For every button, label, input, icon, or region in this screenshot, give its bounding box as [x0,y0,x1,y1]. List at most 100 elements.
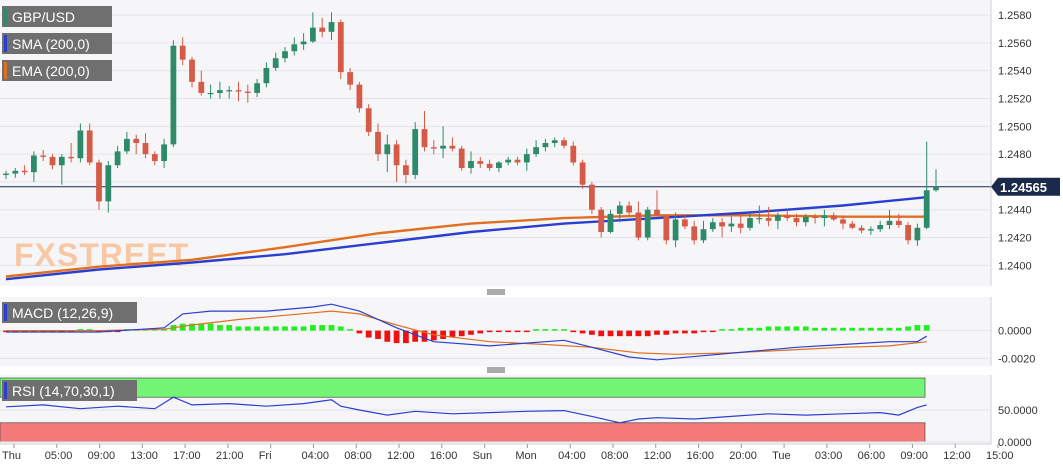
time-tick-label: Tue [772,450,791,462]
macd-histogram-bar [533,329,539,331]
candle-body [291,44,298,52]
candle [682,215,688,230]
candle [365,104,372,137]
macd-histogram-bar [616,330,623,337]
rsi-legend-label: RSI (14,70,30,1) [12,383,115,399]
rsi-oversold-band [0,422,926,443]
sma-legend[interactable]: SMA (200,0) [2,33,112,54]
candle-body [793,218,800,223]
macd-histogram-bar [598,330,605,337]
candle [440,126,446,159]
macd-histogram-bar [365,330,372,338]
ema-200-line [5,214,927,278]
ema-legend-label: EMA (200,0) [12,63,90,79]
candle [114,145,121,169]
candle-body [468,161,474,169]
rsi-legend[interactable]: RSI (14,70,30,1) [2,380,137,401]
time-tick-label: 16:00 [687,450,715,462]
panel-resize-handle-2[interactable] [487,367,505,373]
candle [784,209,791,221]
candle [449,137,456,152]
macd-histogram-bar [793,326,800,331]
candle-body [486,163,493,169]
candle-body [226,90,233,92]
macd-histogram-bar [207,323,214,331]
macd-panel-bg [0,297,991,366]
rsi-axis: 50.0000 0.0000 [990,375,1038,449]
price-tick-label: 1.2520 [998,94,1032,106]
candle-body [403,165,409,175]
macd-histogram-bar [235,326,242,331]
candle-body [523,154,530,163]
macd-histogram-bar [3,330,9,333]
candle [756,205,763,224]
time-tick-label: 08:00 [601,450,629,462]
macd-histogram-bar [458,330,465,337]
candle-body [272,58,279,68]
macd-histogram-bar [626,330,632,337]
candle-body [709,222,716,230]
candle [291,37,298,56]
time-tick-label: 04:00 [301,450,329,462]
candle [802,213,809,227]
candle-body [542,143,549,148]
candle-body [747,218,753,228]
macd-histogram-bar [291,326,298,331]
candle-body [207,92,214,95]
candle [923,141,930,230]
candle [393,140,400,182]
macd-histogram-bar [449,330,456,338]
macd-histogram-bar [886,327,893,331]
candle-body [105,165,112,202]
candle [263,62,270,88]
macd-histogram-bar [691,330,698,334]
candle [691,220,698,245]
candle [207,84,214,99]
macd-histogram-bar [440,330,446,339]
candle-body [347,72,353,85]
candle-body [337,22,344,73]
candle-body [310,27,316,42]
macd-histogram-bar [775,326,781,331]
symbol-legend[interactable]: GBP/USD [2,6,112,27]
candle [589,181,595,214]
symbol-label: GBP/USD [12,9,75,25]
time-tick-label: 09:00 [88,450,116,462]
ema-legend[interactable]: EMA (200,0) [2,60,112,81]
macd-histogram-bar [607,330,614,337]
candle-body [31,155,37,173]
candle [282,47,288,63]
candle [579,159,586,189]
candle-body [570,145,577,163]
candle-body [235,90,242,92]
candle [421,111,428,152]
candle-body [458,148,465,169]
candle [533,140,539,157]
candle-body [86,130,93,163]
moving-averages [5,196,927,281]
time-tick-label: 09:00 [900,450,928,462]
candle [105,161,112,213]
candle-body [356,84,363,109]
candle-body [728,223,735,227]
macd-tick-label: 0.0000 [998,326,1032,338]
macd-histogram-bar [393,330,400,344]
candle-body [477,161,484,164]
macd-axis: 0.0000 -0.0020 [990,297,1035,366]
macd-legend[interactable]: MACD (12,26,9) [2,302,137,323]
macd-histogram-bar [747,327,753,331]
candle [40,149,47,162]
panel-resize-handle-1[interactable] [487,289,505,295]
candle [412,122,419,180]
candle-body [430,147,437,149]
macd-histogram-bar [486,330,493,333]
candle-body [858,227,865,231]
candle [849,220,856,230]
candle-body [319,27,326,32]
candle [21,165,28,175]
macd-histogram-bar [579,330,586,334]
candle-body [151,154,158,162]
time-tick-label: Thu [2,450,21,462]
candle [77,123,84,163]
macd-histogram-bar [644,330,651,337]
